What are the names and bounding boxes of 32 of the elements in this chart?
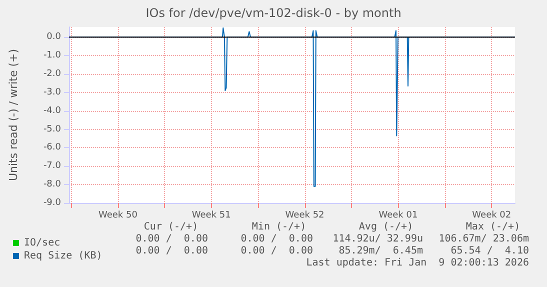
y-tick-label: -5.0	[43, 124, 62, 134]
x-tick-label: Week 52	[285, 210, 324, 220]
chart-title: IOs for /dev/pve/vm-102-disk-0 - by month	[146, 6, 402, 20]
legend-label: Req Size (KB)	[24, 250, 102, 262]
y-axis-title: Units read (-) / write (+)	[7, 48, 20, 182]
y-tick-label: -7.0	[43, 161, 62, 172]
text: Cur (-/+)	[144, 222, 198, 232]
text: 0.00 / 0.00	[240, 234, 313, 244]
text: 106.67m/ 23.06m	[438, 234, 529, 244]
y-tick-label: 0.0	[46, 32, 62, 42]
y-tick-label: -1.0	[43, 50, 62, 61]
y-tick-label: -9.0	[43, 198, 62, 208]
y-tick-label: -6.0	[43, 142, 62, 153]
y-tick-label: -2.0	[43, 68, 62, 79]
y-tick-label: -4.0	[43, 106, 62, 116]
text: 114.92u/ 32.99u	[332, 234, 423, 244]
x-tick-label: Week 51	[192, 210, 231, 220]
legend-label: IO/sec	[24, 238, 60, 248]
y-tick-label: -3.0	[43, 87, 62, 98]
text: 0.00 / 0.00	[136, 246, 208, 256]
text: 0.00 / 0.00	[240, 246, 313, 256]
x-tick-label: Week 01	[378, 210, 418, 220]
text: Max (-/+)	[466, 222, 520, 232]
text: 0.00 / 0.00	[136, 234, 208, 244]
text: Avg (-/+)	[358, 222, 414, 232]
text: 85.29m/ 6.45m	[338, 246, 423, 256]
text: Last update: Fri Jan 9 02:00:13 2026	[306, 258, 529, 268]
x-tick-label: Week 50	[98, 210, 138, 220]
text: 65.54 / 4.10	[450, 246, 529, 256]
text: Min (-/+)	[252, 222, 306, 232]
y-tick-label: -8.0	[43, 180, 62, 190]
x-tick-label: Week 02	[472, 210, 512, 220]
